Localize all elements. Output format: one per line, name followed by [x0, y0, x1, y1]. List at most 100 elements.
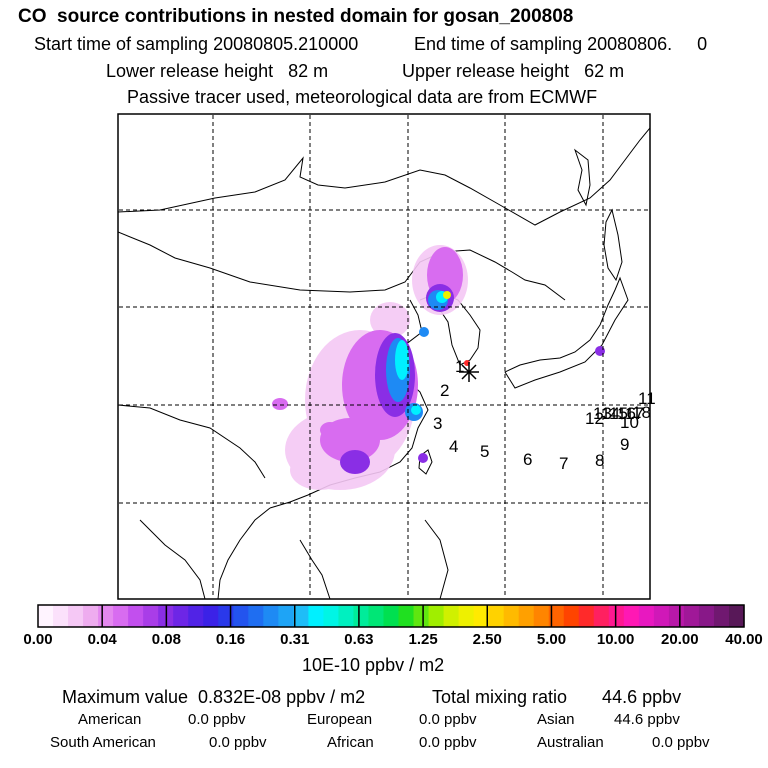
colorbar-swatch — [608, 605, 625, 627]
colorbar-swatch — [668, 605, 685, 627]
colorbar-tick-label: 0.63 — [344, 631, 374, 648]
south-american-value: 0.0 ppbv — [209, 734, 267, 751]
colorbar-swatch — [38, 605, 54, 627]
asian-value: 44.6 ppbv — [614, 711, 680, 728]
colorbar-swatch — [383, 605, 400, 627]
colorbar-swatch — [398, 605, 415, 627]
colorbar-frame — [37, 604, 745, 628]
colorbar-swatch — [368, 605, 385, 627]
colorbar-swatch — [278, 605, 294, 627]
colorbar-swatch — [293, 605, 309, 627]
border-line — [118, 231, 566, 301]
trajectory-label: 13 — [593, 404, 612, 423]
colorbar-tick-label: 0.04 — [87, 631, 117, 648]
colorbar-tick-label: 40.00 — [725, 631, 763, 648]
colorbar — [38, 605, 745, 627]
colorbar-swatch — [203, 605, 219, 627]
receptor-star-icon — [459, 362, 479, 382]
colorbar-swatch — [173, 605, 189, 627]
colorbar-tick-label: 10.00 — [596, 631, 635, 648]
concentration-field — [272, 245, 605, 490]
colorbar-swatch — [98, 605, 114, 627]
trajectory-label: 9 — [620, 435, 629, 454]
coastline-philippines — [424, 519, 449, 599]
trajectory-label: 5 — [480, 442, 489, 461]
colorbar-swatch — [488, 605, 505, 627]
colorbar-swatch — [353, 605, 370, 627]
trajectory-label: 14 — [601, 404, 620, 423]
colorbar-tick-label: 2.50 — [472, 631, 502, 648]
colorbar-unit-label: 10E-10 ppbv / m2 — [302, 655, 445, 675]
colorbar-swatch — [713, 605, 730, 627]
south-american-label: South American — [50, 734, 156, 751]
colorbar-swatch — [53, 605, 69, 627]
colorbar-swatch — [83, 605, 99, 627]
colorbar-swatch — [338, 605, 355, 627]
american-value: 0.0 ppbv — [188, 711, 246, 728]
australian-value: 0.0 ppbv — [652, 734, 710, 751]
asian-label: Asian — [537, 711, 575, 728]
colorbar-swatch — [248, 605, 264, 627]
coastline-japan — [504, 276, 629, 389]
african-label: African — [327, 734, 374, 751]
coastline-sakhalin — [573, 148, 591, 207]
trajectory-label: 2 — [440, 381, 449, 400]
trajectory-label: 16 — [617, 404, 636, 423]
trajectory-label: 12 — [585, 409, 604, 428]
colorbar-tick-label: 5.00 — [536, 631, 567, 648]
colorbar-swatch — [518, 605, 535, 627]
colorbar-swatch — [563, 605, 580, 627]
colorbar-swatch — [218, 605, 234, 627]
colorbar-swatch — [623, 605, 640, 627]
trajectory-label: 1 — [455, 357, 464, 376]
grid-lines — [119, 115, 649, 598]
max-value-label: Maximum value 0.832E-08 ppbv / m2 — [62, 687, 366, 707]
colorbar-swatch — [653, 605, 670, 627]
trajectory-label: 10 — [620, 413, 639, 432]
colorbar-swatch — [68, 605, 84, 627]
trajectory-label: 15 — [609, 404, 628, 423]
colorbar-swatch — [593, 605, 610, 627]
colorbar-swatch — [443, 605, 460, 627]
american-label: American — [78, 711, 142, 728]
trajectory-label: 6 — [523, 450, 532, 469]
coastline-taiwan — [418, 449, 433, 475]
trajectory-label: 11 — [638, 389, 656, 408]
coastline-indochina — [217, 507, 271, 599]
border-sea — [139, 519, 206, 599]
tracer-note: Passive tracer used, meteorological data… — [127, 87, 598, 107]
colorbar-swatch — [113, 605, 129, 627]
colorbar-swatch — [683, 605, 700, 627]
colorbar-swatch — [323, 605, 340, 627]
colorbar-swatch — [473, 605, 490, 627]
colorbar-swatch — [428, 605, 445, 627]
total-mixing-ratio: Total mixing ratio 44.6 ppbv — [432, 687, 682, 707]
chart-title: CO source contributions in nested domain… — [18, 6, 574, 27]
colorbar-tick-label: 0.00 — [23, 631, 53, 648]
lower-release-height: Lower release height 82 m — [106, 61, 329, 81]
trajectory-label: 7 — [559, 454, 568, 473]
colorbar-swatch — [548, 605, 565, 627]
colorbar-swatch — [308, 605, 325, 627]
start-time-label: Start time of sampling 20080805.210000 — [34, 34, 359, 54]
colorbar-swatch — [263, 605, 279, 627]
colorbar-swatch — [413, 605, 430, 627]
trajectory-label: 8 — [595, 451, 604, 470]
colorbar-swatch — [533, 605, 550, 627]
colorbar-swatch — [233, 605, 249, 627]
border-south — [118, 404, 266, 479]
colorbar-swatch — [128, 605, 144, 627]
european-value: 0.0 ppbv — [419, 711, 477, 728]
colorbar-tick-label: 0.16 — [215, 631, 246, 648]
coastline-japan-north — [603, 208, 623, 282]
colorbar-tick-label: 0.08 — [151, 631, 181, 648]
trajectory-label: 4 — [449, 437, 458, 456]
colorbar-swatch — [143, 605, 159, 627]
end-time-label: End time of sampling 20080806. 0 — [414, 34, 708, 54]
colorbar-swatch — [578, 605, 595, 627]
european-label: European — [307, 711, 373, 728]
trajectory-label: 18 — [632, 403, 651, 422]
colorbar-tick-label: 1.25 — [408, 631, 438, 648]
african-value: 0.0 ppbv — [419, 734, 477, 751]
